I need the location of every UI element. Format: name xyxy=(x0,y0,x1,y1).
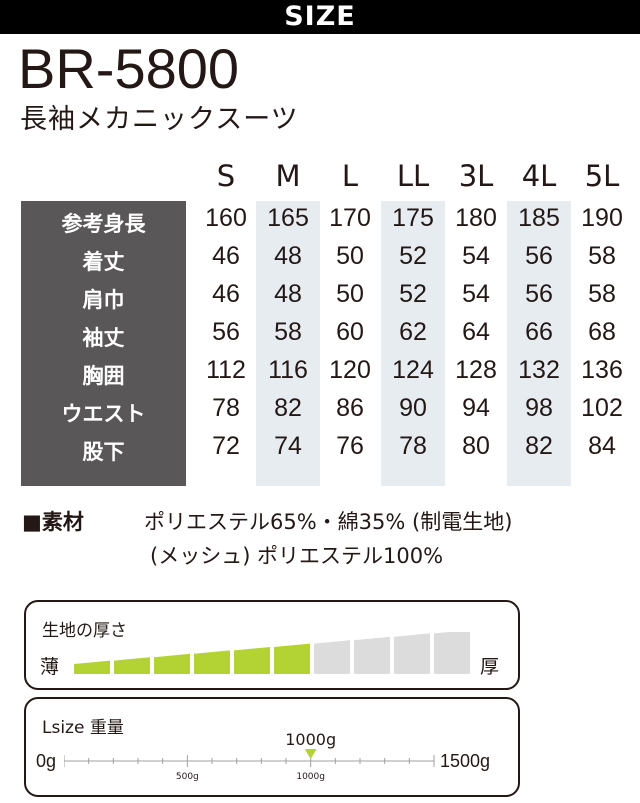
product-name: 長袖メカニックスーツ xyxy=(20,104,299,135)
size-cell: 116 xyxy=(268,356,308,384)
size-cell: 132 xyxy=(518,356,560,384)
weight-scale: 500g 1000g 1000g xyxy=(64,730,435,782)
size-cell: 64 xyxy=(462,318,490,346)
size-header-3l: 3L xyxy=(458,159,494,193)
size-cell: 56 xyxy=(212,318,240,346)
size-cell: 72 xyxy=(212,432,240,460)
size-header-4l: 4L xyxy=(521,159,557,193)
weight-tick-label-500: 500g xyxy=(176,772,199,782)
fabric-thickness-panel: 生地の厚さ 薄 厚 xyxy=(24,600,520,690)
row-label: 股下 xyxy=(82,440,125,464)
thickness-segment-filled xyxy=(154,653,190,674)
size-cell: 120 xyxy=(329,356,371,384)
size-cell: 46 xyxy=(212,242,240,270)
size-header-5l: 5L xyxy=(584,159,620,193)
weight-value-label: 1000g xyxy=(285,730,336,749)
size-cell: 62 xyxy=(399,318,427,346)
size-cell: 78 xyxy=(399,432,427,460)
size-cell: 58 xyxy=(588,242,616,270)
size-cell: 102 xyxy=(581,394,623,422)
size-cell: 98 xyxy=(525,394,553,422)
thin-label: 薄 xyxy=(40,656,60,678)
size-cell: 112 xyxy=(206,356,246,384)
material-line-1: ポリエステル65%・綿35% (制電生地) xyxy=(144,510,513,534)
thickness-segment-filled xyxy=(274,643,310,674)
thickness-segment-filled xyxy=(74,660,110,674)
row-label: 袖丈 xyxy=(82,326,125,350)
thickness-title: 生地の厚さ xyxy=(42,621,127,641)
model-number: BR-5800 xyxy=(18,37,240,100)
size-cell: 76 xyxy=(336,432,364,460)
size-cell: 80 xyxy=(462,432,490,460)
thickness-segment-filled xyxy=(114,657,150,674)
size-cell: 90 xyxy=(399,394,427,422)
size-cell: 175 xyxy=(392,204,434,232)
size-cell: 128 xyxy=(455,356,497,384)
size-cell: 50 xyxy=(336,242,364,270)
weight-max-label: 1500g xyxy=(440,751,491,771)
highlight-column-ll xyxy=(381,201,445,486)
size-cell: 68 xyxy=(588,318,616,346)
size-cell: 52 xyxy=(399,280,427,308)
thickness-segment-empty xyxy=(394,633,430,674)
size-cell: 124 xyxy=(392,356,434,384)
size-title: SIZE xyxy=(284,1,356,32)
weight-tick-label-1000: 1000g xyxy=(296,772,325,782)
size-cell: 54 xyxy=(462,280,490,308)
size-cell: 78 xyxy=(212,394,240,422)
highlight-column-m xyxy=(256,201,320,486)
material-label: ■素材 xyxy=(22,510,84,534)
size-cell: 165 xyxy=(267,204,309,232)
weight-panel: Lsize 重量 500g 1000g 1000g 0g 1500g xyxy=(24,697,520,797)
weight-marker xyxy=(304,749,317,759)
size-cell: 136 xyxy=(581,356,623,384)
size-header-s: S xyxy=(216,159,236,193)
size-cell: 180 xyxy=(455,204,497,232)
thickness-segment-filled xyxy=(194,650,230,674)
weight-min-label: 0g xyxy=(36,751,57,771)
thick-label: 厚 xyxy=(480,656,500,678)
row-label-column xyxy=(21,201,186,486)
size-header-l: L xyxy=(341,159,359,193)
size-cell: 82 xyxy=(274,394,302,422)
row-label: 肩巾 xyxy=(82,288,125,312)
highlight-column-4l xyxy=(507,201,571,486)
size-cell: 190 xyxy=(581,204,623,232)
size-cell: 84 xyxy=(588,432,616,460)
thickness-gauge xyxy=(74,632,470,674)
row-label: 胸囲 xyxy=(82,364,125,388)
size-header-bar: SIZE xyxy=(0,0,640,34)
size-cell: 160 xyxy=(205,204,247,232)
size-cell: 56 xyxy=(525,280,553,308)
size-cell: 58 xyxy=(588,280,616,308)
size-cell: 54 xyxy=(462,242,490,270)
size-cell: 82 xyxy=(525,432,553,460)
size-cell: 86 xyxy=(336,394,364,422)
material-line-2: (メッシュ) ポリエステル100% xyxy=(150,544,444,568)
size-header-m: M xyxy=(275,159,301,193)
size-cell: 66 xyxy=(525,318,553,346)
thickness-segment-filled xyxy=(234,647,270,674)
thickness-segment-empty xyxy=(314,640,350,674)
size-cell: 58 xyxy=(274,318,302,346)
size-cell: 185 xyxy=(518,204,560,232)
size-cell: 170 xyxy=(329,204,371,232)
weight-title: Lsize 重量 xyxy=(42,718,124,738)
size-cell: 56 xyxy=(525,242,553,270)
size-cell: 48 xyxy=(274,280,302,308)
size-cell: 60 xyxy=(336,318,364,346)
size-header-ll: LL xyxy=(396,159,430,193)
thickness-segment-empty xyxy=(434,632,470,674)
thickness-segment-empty xyxy=(354,636,390,674)
row-label: 参考身長 xyxy=(61,212,146,236)
size-cell: 94 xyxy=(462,394,490,422)
size-cell: 74 xyxy=(274,432,302,460)
size-cell: 50 xyxy=(336,280,364,308)
size-cell: 46 xyxy=(212,280,240,308)
size-cell: 48 xyxy=(274,242,302,270)
size-cell: 52 xyxy=(399,242,427,270)
row-label: ウエスト xyxy=(61,402,146,426)
row-label: 着丈 xyxy=(82,250,125,274)
